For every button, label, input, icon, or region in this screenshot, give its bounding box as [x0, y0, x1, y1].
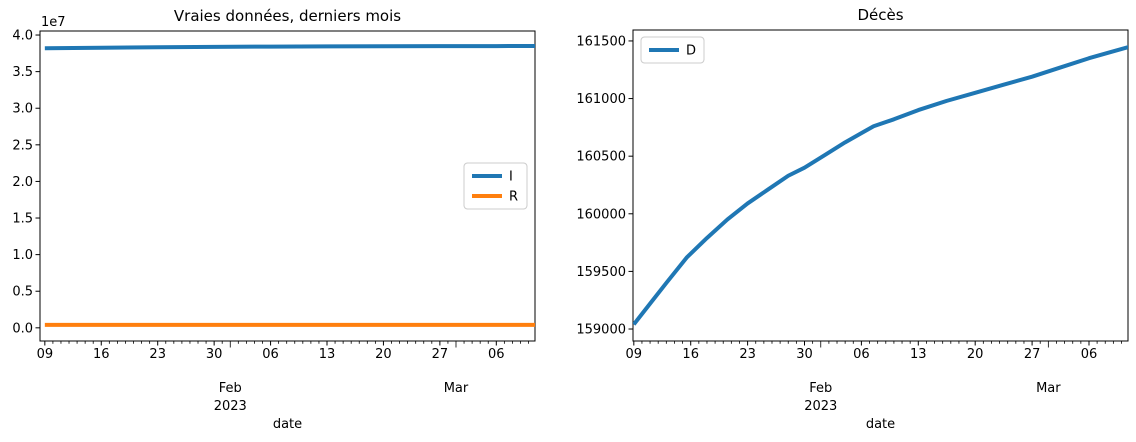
y-tick-label: 161500 — [576, 34, 626, 49]
year-label: 2023 — [214, 399, 247, 414]
x-tick-label: 27 — [432, 347, 449, 362]
y-axis: 0.0 0.5 1.0 1.5 2.0 2.5 3.0 3.5 4.0 — [12, 29, 40, 336]
x-tick-label: 27 — [1024, 347, 1041, 362]
x-tick-label: 09 — [37, 347, 54, 362]
y-tick-label: 161000 — [576, 92, 626, 107]
right-chart-deces: 09 16 23 30 06 13 20 27 06Feb2023Mardate15900015… — [576, 6, 1129, 432]
plot-border — [632, 29, 1129, 342]
x-axis-month-ticks — [229, 341, 457, 348]
x-tick-label: 16 — [682, 347, 699, 362]
x-axis: 09 16 23 30 06 13 20 27 06 — [626, 341, 1098, 362]
x-tick-label: 06 — [262, 347, 279, 362]
y-tick-label: 3.0 — [12, 102, 33, 117]
x-axis-month-labels: Feb 2023 Mar — [804, 381, 1061, 414]
x-axis-title: date — [866, 417, 895, 432]
x-axis-title: date — [273, 417, 302, 432]
chart-title: Décès — [857, 6, 903, 24]
x-tick-label: 30 — [796, 347, 813, 362]
x-axis-month-ticks — [820, 341, 1049, 348]
x-tick-label: 13 — [319, 347, 336, 362]
y-tick-label: 1.0 — [12, 248, 33, 263]
x-tick-label: 16 — [93, 347, 110, 362]
plot-border — [39, 30, 536, 342]
month-label: Mar — [444, 381, 469, 396]
y-tick-label: 0.5 — [12, 285, 33, 300]
y-tick-label: 4.0 — [12, 29, 33, 44]
y-tick-label: 2.0 — [12, 175, 33, 190]
x-tick-label: 13 — [910, 347, 927, 362]
left-chart-vraies-donnees: 09 16 23 30 06 13 20 27 06 Feb 2023 Mar date 0.0 0.5 1.… — [12, 7, 536, 432]
x-tick-label: 30 — [206, 347, 223, 362]
y-tick-label: 3.5 — [12, 65, 33, 80]
x-tick-label: 06 — [1081, 347, 1098, 362]
x-tick-label: 23 — [149, 347, 166, 362]
chart-title: Vraies données, derniers mois — [174, 7, 401, 25]
x-axis-minor-ticks — [52, 341, 529, 344]
y-tick-label: 160000 — [576, 207, 626, 222]
y-tick-label: 0.0 — [12, 321, 33, 336]
x-tick-label: 23 — [739, 347, 756, 362]
x-axis-minor-ticks — [641, 341, 1122, 344]
legend: IR — [463, 162, 528, 210]
x-tick-label: 09 — [626, 347, 643, 362]
legend-label-R: R — [509, 190, 518, 205]
y-tick-label: 160500 — [576, 150, 626, 165]
y-tick-label: 159500 — [576, 265, 626, 280]
month-label: Mar — [1036, 381, 1061, 396]
x-tick-label: 06 — [488, 347, 505, 362]
year-label: 2023 — [804, 399, 837, 414]
y-tick-label: 1.5 — [12, 212, 33, 227]
x-tick-label: 20 — [375, 347, 392, 362]
legend: D — [640, 36, 705, 64]
x-tick-label: 06 — [853, 347, 870, 362]
y-tick-label: 2.5 — [12, 138, 33, 153]
series-line-D — [633, 45, 1128, 326]
month-label: Feb — [219, 381, 242, 396]
y-axis: 159000 159500 160000 160500 161000 161500 — [576, 34, 633, 338]
y-axis-offset-text: 1e7 — [41, 15, 66, 30]
x-axis-month-labels: Feb 2023 Mar — [214, 381, 469, 414]
series-line-I — [44, 44, 535, 51]
legend-label-I: I — [509, 170, 513, 185]
y-tick-label: 159000 — [576, 323, 626, 338]
month-label: Feb — [809, 381, 832, 396]
x-tick-label: 20 — [967, 347, 984, 362]
x-axis: 09 16 23 30 06 13 20 27 06 — [37, 341, 505, 362]
legend-label-D: D — [686, 44, 696, 59]
